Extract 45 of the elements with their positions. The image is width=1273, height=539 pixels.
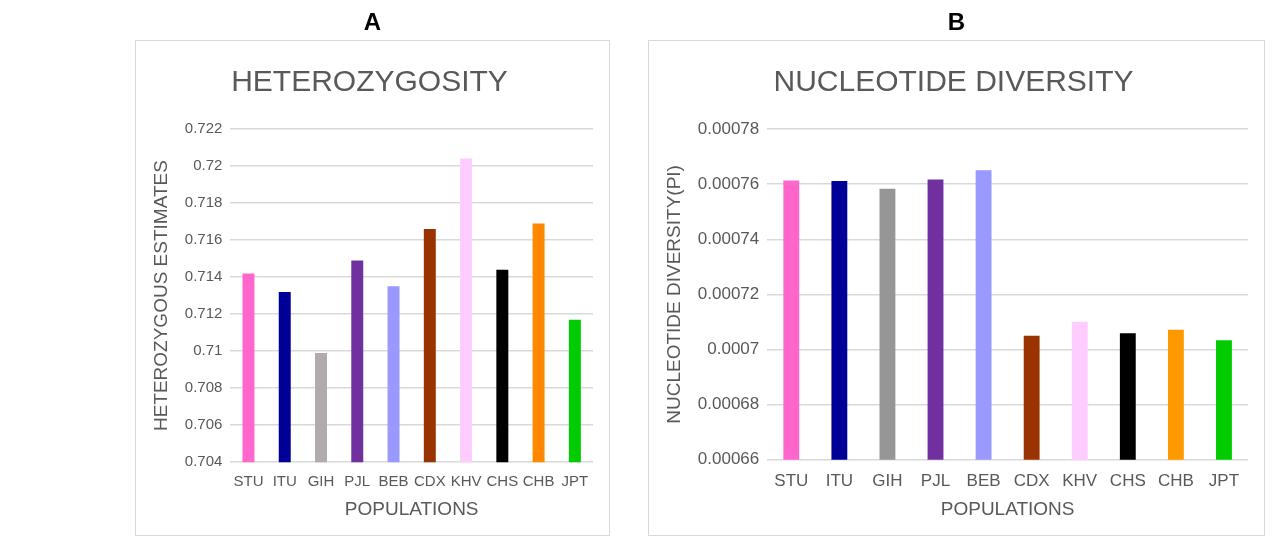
y-tick-label: 0.00072: [697, 284, 760, 304]
chart-title: NUCLEOTIDE DIVERSITY: [773, 64, 1134, 98]
x-tick-label: JPT: [561, 472, 589, 490]
y-tick-label: 0.716: [184, 230, 223, 248]
x-tick-label: GIH: [307, 472, 335, 490]
x-tick-label: STU: [233, 472, 264, 490]
y-axis-title: HETEROZYGOUS ESTIMATES: [149, 160, 171, 432]
y-tick-label: 0.00068: [697, 394, 760, 414]
y-tick-label: 0.0007: [707, 339, 760, 359]
y-tick-label: 0.00066: [697, 449, 760, 469]
x-tick-label: KHV: [450, 472, 482, 490]
x-axis-title: POPULATIONS: [940, 497, 1075, 519]
y-tick-label: 0.00076: [697, 173, 760, 193]
y-axis-title: NUCLEOTIDE DIVERSITY(PI): [662, 165, 684, 424]
y-tick-label: 0.714: [184, 267, 223, 285]
x-tick-label: CDX: [1013, 470, 1050, 490]
y-tick-label: 0.71: [193, 341, 223, 359]
y-tick-label: 0.704: [184, 452, 223, 470]
y-tick-label: 0.718: [184, 193, 223, 211]
y-tick-label: 0.00078: [697, 118, 760, 138]
x-tick-label: CHB: [522, 472, 555, 490]
x-tick-label: CHS: [1109, 470, 1146, 490]
x-tick-label: PJL: [344, 472, 371, 490]
text: B: [946, 8, 967, 36]
x-tick-label: ITU: [272, 472, 297, 490]
y-tick-label: 0.708: [184, 378, 223, 396]
x-tick-label: BEB: [966, 470, 1001, 490]
y-tick-label: 0.72: [193, 156, 223, 174]
x-tick-label: KHV: [1062, 470, 1098, 490]
y-tick-label: 0.706: [184, 415, 223, 433]
chart-title: HETEROZYGOSITY: [231, 64, 508, 98]
y-tick-label: 0.722: [184, 119, 223, 137]
x-tick-label: JPT: [1208, 470, 1240, 490]
x-tick-label: PJL: [920, 470, 951, 490]
text: A: [362, 8, 383, 36]
x-tick-label: GIH: [872, 470, 903, 490]
x-tick-label: BEB: [378, 472, 409, 490]
x-tick-label: ITU: [825, 470, 854, 490]
y-tick-label: 0.712: [184, 304, 223, 322]
x-tick-label: CHB: [1157, 470, 1194, 490]
x-tick-label: STU: [774, 470, 809, 490]
x-axis-title: POPULATIONS: [344, 497, 479, 519]
y-tick-label: 0.00074: [697, 228, 760, 248]
x-tick-label: CDX: [413, 472, 446, 490]
x-tick-label: CHS: [486, 472, 519, 490]
